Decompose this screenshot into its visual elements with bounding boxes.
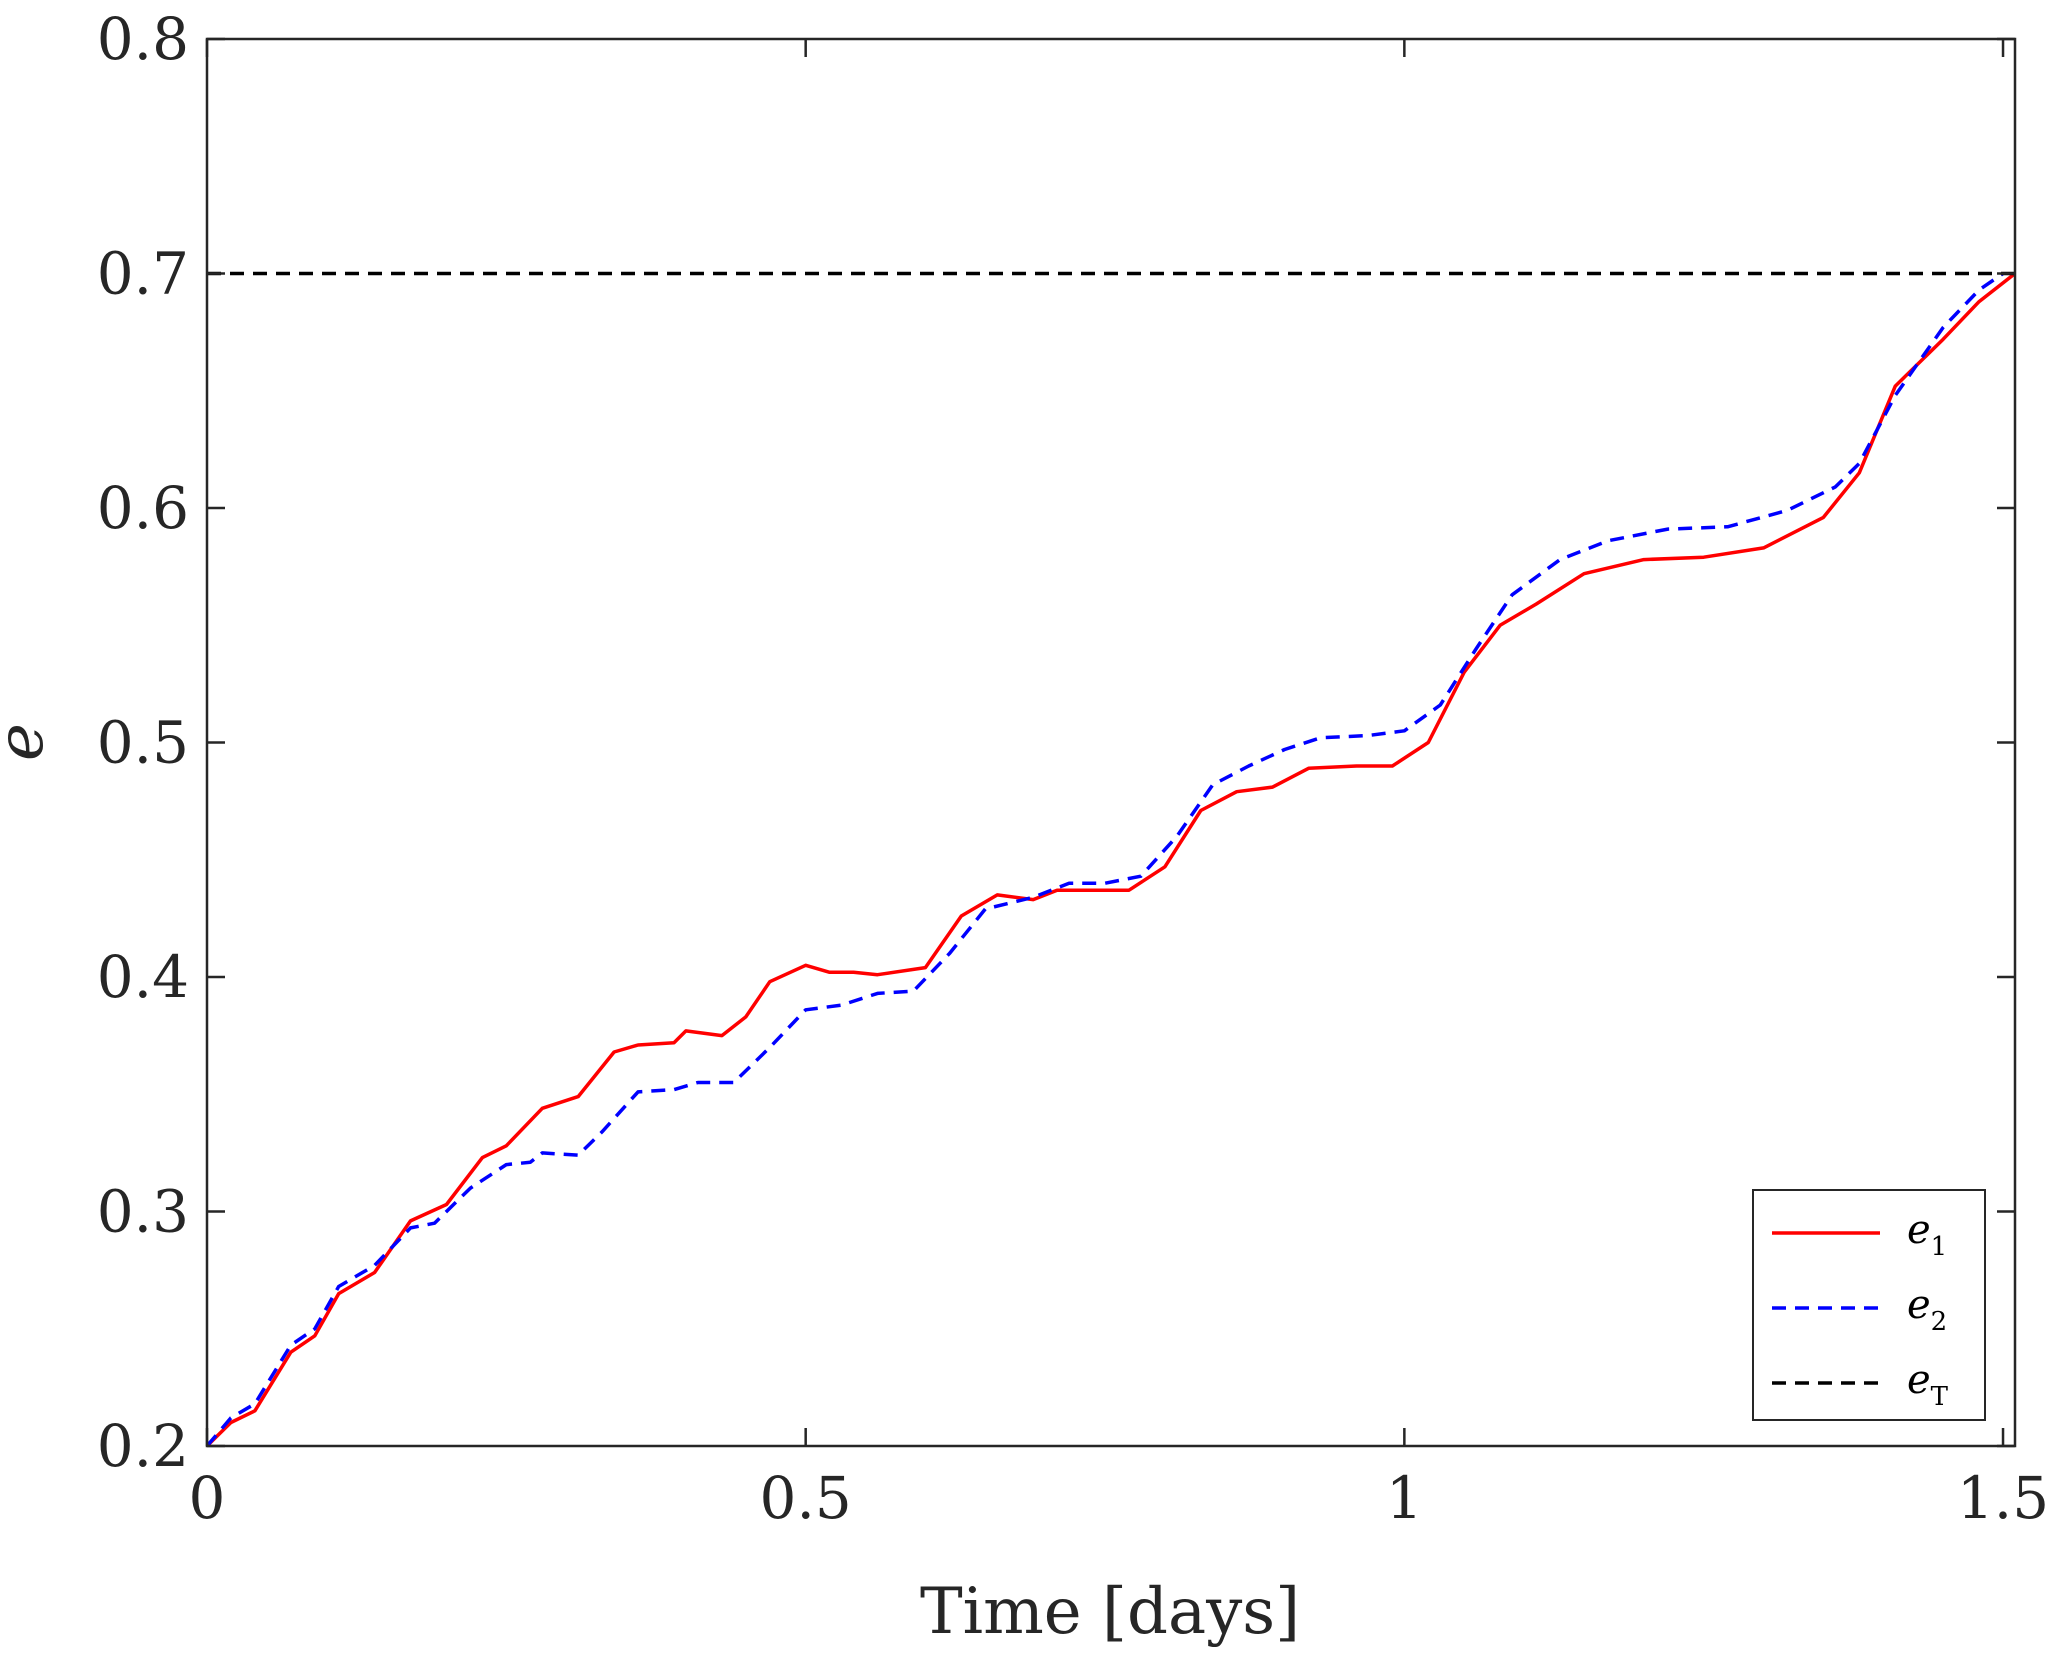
x-tick-label: 0.5 [760,1464,852,1532]
series-line-e2 [207,272,2004,1446]
plot-area [207,39,2015,1446]
y-tick-label: 0.7 [97,240,189,308]
series-layer [207,271,2015,1446]
y-tick-label: 0.5 [97,709,189,777]
y-axis-label: e [0,723,58,761]
series-line-e1 [207,272,2015,1446]
y-tick-label: 0.6 [97,474,189,542]
y-tick-label: 0.2 [97,1412,189,1480]
x-axis-label: Time [days] [920,1575,1300,1649]
y-tick-label: 0.8 [97,5,189,73]
y-tick-label: 0.3 [97,1178,189,1246]
tick-layer: 0 0.5 1 1.5 0.2 0.3 0.4 0.5 0.6 0.7 0.8 [97,5,2049,1532]
x-tick-label: 1 [1386,1464,1423,1532]
y-tick-label: 0.4 [97,943,189,1011]
legend-box [1752,1189,1986,1421]
x-tick-label: 1.5 [1957,1464,2049,1532]
x-tick-label: 0 [189,1464,226,1532]
